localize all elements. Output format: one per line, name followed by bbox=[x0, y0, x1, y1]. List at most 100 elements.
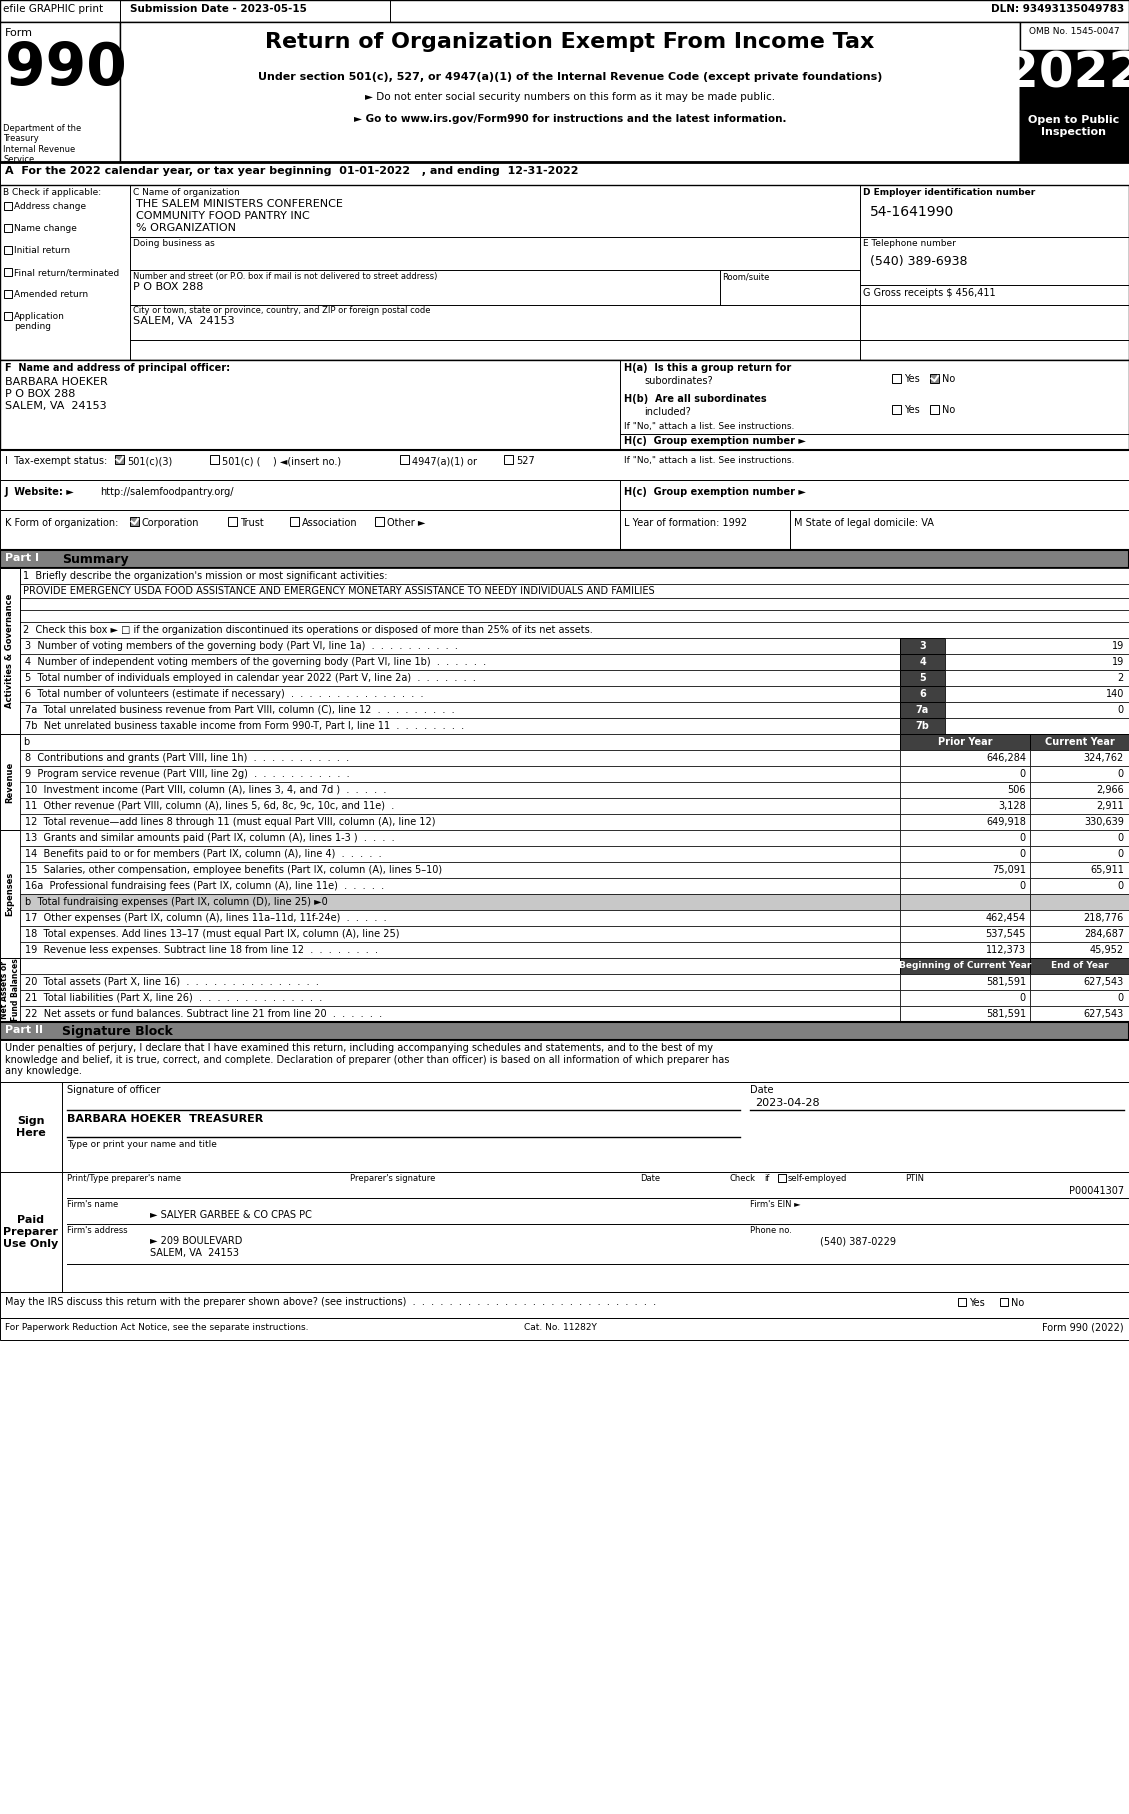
Bar bbox=[945, 702, 1129, 718]
Text: PTIN: PTIN bbox=[905, 1174, 924, 1183]
Bar bbox=[1030, 974, 1129, 990]
Bar bbox=[0, 510, 1129, 550]
Bar bbox=[375, 517, 384, 526]
Bar bbox=[0, 1039, 1129, 1081]
Bar bbox=[0, 831, 20, 958]
Text: Sign
Here: Sign Here bbox=[16, 1116, 46, 1137]
Text: 462,454: 462,454 bbox=[986, 912, 1026, 923]
Text: Signature of officer: Signature of officer bbox=[67, 1085, 160, 1096]
Text: 537,545: 537,545 bbox=[986, 929, 1026, 940]
Bar bbox=[20, 894, 900, 911]
Text: Other ►: Other ► bbox=[387, 519, 426, 528]
Text: 6: 6 bbox=[919, 689, 926, 698]
Bar bbox=[20, 655, 900, 669]
Bar bbox=[1030, 766, 1129, 782]
Text: Corporation: Corporation bbox=[142, 519, 200, 528]
Text: 0: 0 bbox=[1118, 833, 1124, 844]
Bar bbox=[1030, 911, 1129, 925]
Bar bbox=[0, 735, 20, 831]
Text: 18  Total expenses. Add lines 13–17 (must equal Part IX, column (A), line 25): 18 Total expenses. Add lines 13–17 (must… bbox=[25, 929, 400, 940]
Text: included?: included? bbox=[644, 406, 691, 417]
Text: 8  Contributions and grants (Part VIII, line 1h)  .  .  .  .  .  .  .  .  .  .  : 8 Contributions and grants (Part VIII, l… bbox=[25, 753, 349, 764]
Bar bbox=[20, 735, 900, 749]
Bar bbox=[0, 1081, 62, 1172]
Text: 0: 0 bbox=[1019, 849, 1026, 860]
Bar bbox=[900, 974, 1030, 990]
Bar bbox=[504, 455, 513, 464]
Text: 0: 0 bbox=[1118, 882, 1124, 891]
Text: 7a: 7a bbox=[916, 706, 929, 715]
Text: 2,966: 2,966 bbox=[1096, 785, 1124, 795]
Bar bbox=[130, 517, 139, 526]
Text: SALEM, VA  24153: SALEM, VA 24153 bbox=[150, 1248, 239, 1257]
Bar bbox=[5, 247, 12, 254]
Bar bbox=[20, 622, 1129, 639]
Bar bbox=[20, 686, 900, 702]
Text: if: if bbox=[764, 1174, 769, 1183]
Bar bbox=[930, 405, 939, 414]
Bar bbox=[20, 639, 900, 655]
Bar bbox=[930, 374, 939, 383]
Bar bbox=[20, 911, 900, 925]
Text: Application
pending: Application pending bbox=[14, 312, 64, 332]
Bar bbox=[0, 958, 20, 974]
Text: 0: 0 bbox=[1019, 882, 1026, 891]
Text: 627,543: 627,543 bbox=[1084, 1009, 1124, 1019]
Bar bbox=[1030, 894, 1129, 911]
Bar bbox=[20, 599, 1129, 610]
Text: http://salemfoodpantry.org/: http://salemfoodpantry.org/ bbox=[100, 486, 234, 497]
Bar bbox=[20, 749, 900, 766]
Bar bbox=[20, 718, 900, 735]
Text: I  Tax-exempt status:: I Tax-exempt status: bbox=[5, 455, 107, 466]
Text: 990: 990 bbox=[5, 40, 126, 96]
Text: Revenue: Revenue bbox=[6, 762, 15, 802]
Text: 6  Total number of volunteers (estimate if necessary)  .  .  .  .  .  .  .  .  .: 6 Total number of volunteers (estimate i… bbox=[25, 689, 423, 698]
Bar bbox=[5, 268, 12, 276]
Bar bbox=[0, 568, 20, 735]
Text: 0: 0 bbox=[1118, 769, 1124, 778]
Text: Signature Block: Signature Block bbox=[62, 1025, 173, 1038]
Text: Firm's EIN ►: Firm's EIN ► bbox=[750, 1201, 800, 1208]
Text: No: No bbox=[942, 374, 955, 385]
Text: 646,284: 646,284 bbox=[986, 753, 1026, 764]
Text: Date: Date bbox=[640, 1174, 660, 1183]
Bar bbox=[20, 925, 900, 941]
Bar bbox=[20, 845, 900, 862]
Text: P00041307: P00041307 bbox=[1069, 1186, 1124, 1195]
Text: No: No bbox=[1010, 1299, 1024, 1308]
Text: 65,911: 65,911 bbox=[1091, 865, 1124, 874]
Bar bbox=[959, 1299, 966, 1306]
Bar bbox=[290, 517, 299, 526]
Text: THE SALEM MINISTERS CONFERENCE: THE SALEM MINISTERS CONFERENCE bbox=[135, 200, 343, 209]
Bar bbox=[892, 405, 901, 414]
Bar bbox=[1030, 831, 1129, 845]
Bar bbox=[945, 639, 1129, 655]
Text: Activities & Governance: Activities & Governance bbox=[6, 593, 15, 707]
Text: 324,762: 324,762 bbox=[1084, 753, 1124, 764]
Text: Initial return: Initial return bbox=[14, 247, 70, 256]
Text: Amended return: Amended return bbox=[14, 290, 88, 299]
Bar bbox=[20, 990, 900, 1007]
Text: ► Do not enter social security numbers on this form as it may be made public.: ► Do not enter social security numbers o… bbox=[365, 93, 776, 102]
Bar bbox=[20, 958, 900, 974]
Text: Part I: Part I bbox=[5, 553, 40, 562]
Text: 506: 506 bbox=[1007, 785, 1026, 795]
Bar bbox=[900, 669, 945, 686]
Bar bbox=[5, 201, 12, 210]
Bar bbox=[210, 455, 219, 464]
Bar bbox=[900, 911, 1030, 925]
Text: Expenses: Expenses bbox=[6, 873, 15, 916]
Bar bbox=[20, 831, 900, 845]
Bar bbox=[945, 669, 1129, 686]
Bar bbox=[1030, 735, 1129, 749]
Text: PROVIDE EMERGENCY USDA FOOD ASSISTANCE AND EMERGENCY MONETARY ASSISTANCE TO NEED: PROVIDE EMERGENCY USDA FOOD ASSISTANCE A… bbox=[23, 586, 655, 597]
Text: End of Year: End of Year bbox=[1051, 961, 1109, 970]
Bar bbox=[0, 0, 1129, 22]
Bar bbox=[1030, 958, 1129, 974]
Text: BARBARA HOEKER: BARBARA HOEKER bbox=[5, 377, 107, 386]
Text: No: No bbox=[942, 405, 955, 415]
Text: 2022: 2022 bbox=[1005, 51, 1129, 98]
Bar bbox=[900, 878, 1030, 894]
Text: Part II: Part II bbox=[5, 1025, 43, 1036]
Bar bbox=[900, 845, 1030, 862]
